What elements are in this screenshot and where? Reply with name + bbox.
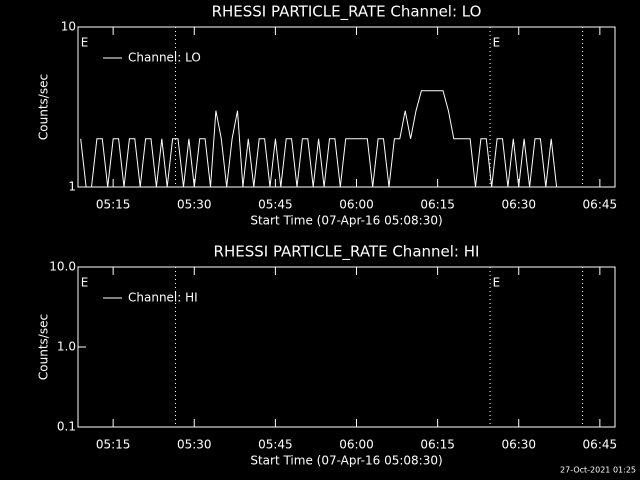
x-axis-label: Start Time (07-Apr-16 05:08:30) [250, 214, 442, 228]
footer: 27-Oct-2021 01:25 [560, 466, 636, 475]
y-axis-label: Counts/sec [37, 314, 51, 380]
x-tick-label: 05:30 [177, 198, 212, 212]
x-tick-label: 06:15 [420, 438, 455, 452]
legend-label: Channel: LO [128, 51, 201, 65]
x-tick-label: 06:45 [583, 438, 618, 452]
plot-frame [77, 26, 616, 188]
y-axis-label: Counts/sec [37, 74, 51, 140]
annotation: E [493, 276, 501, 290]
x-tick-label: 06:45 [583, 198, 618, 212]
y-tick-label: 10 [61, 20, 76, 34]
x-tick-label: 06:30 [501, 438, 536, 452]
annotation: E [81, 36, 89, 50]
x-tick-label: 05:30 [177, 438, 212, 452]
x-tick-label: 06:00 [339, 438, 374, 452]
data-line [80, 90, 562, 188]
y-tick-label: 1.0 [57, 340, 76, 354]
chart-title: RHESSI PARTICLE_RATE Channel: LO [212, 3, 482, 22]
annotation: E [493, 36, 501, 50]
x-axis-label: Start Time (07-Apr-16 05:08:30) [250, 454, 442, 468]
x-tick-label: 06:30 [501, 198, 536, 212]
x-tick-label: 06:00 [339, 198, 374, 212]
y-tick-label: 1 [68, 180, 76, 194]
y-tick-label: 10.0 [49, 260, 76, 274]
x-tick-label: 05:45 [258, 438, 293, 452]
x-tick-label: 06:15 [420, 198, 455, 212]
legend-label: Channel: HI [128, 291, 198, 305]
x-tick-label: 05:15 [96, 438, 131, 452]
annotation: E [81, 276, 89, 290]
chart-title: RHESSI PARTICLE_RATE Channel: HI [214, 243, 480, 262]
y-tick-label: 0.1 [57, 420, 76, 434]
x-tick-label: 05:15 [96, 198, 131, 212]
x-tick-label: 05:45 [258, 198, 293, 212]
